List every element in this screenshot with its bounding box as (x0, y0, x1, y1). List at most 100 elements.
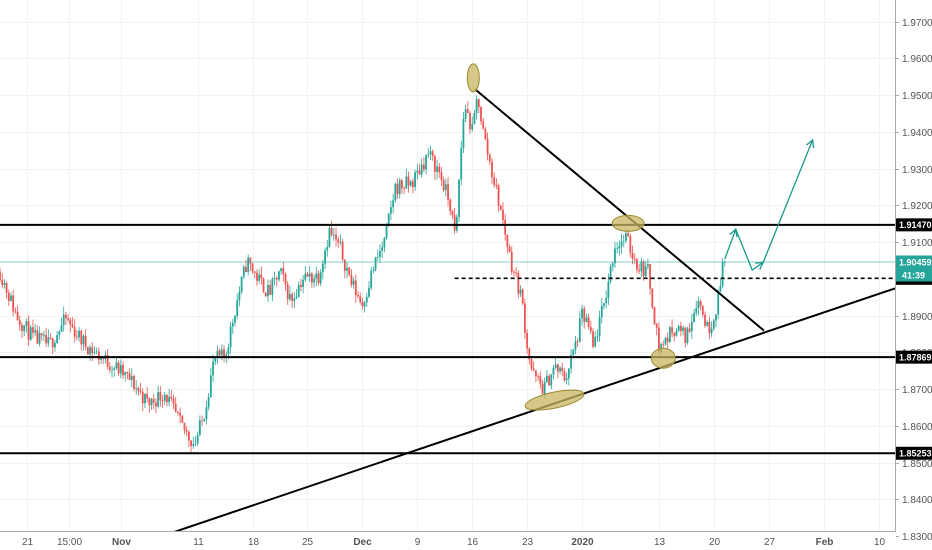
candle-body (73, 326, 76, 337)
candle-body (616, 248, 619, 250)
candle-body (282, 268, 285, 275)
candle-body (170, 396, 173, 399)
trendline[interactable] (474, 88, 765, 331)
candle-body (297, 284, 300, 297)
candle-body (651, 288, 654, 308)
candle-body (684, 327, 687, 343)
candle-body (359, 296, 362, 302)
candle-body (398, 180, 401, 194)
candle-body (466, 109, 469, 113)
candle-body (47, 337, 50, 344)
candle-body (412, 181, 414, 188)
time-tick-label: 18 (248, 537, 260, 548)
candle-body (179, 413, 181, 416)
candle-body (396, 183, 399, 194)
candle-body (372, 269, 375, 271)
candle-body (346, 267, 348, 271)
candle-body (91, 347, 94, 354)
candle-body (135, 388, 138, 389)
highlight-ellipse[interactable] (524, 386, 586, 414)
candle-body (34, 330, 37, 333)
level-price-tag-label: 1.87869 (899, 352, 932, 362)
candle-body (192, 444, 195, 446)
candle-body (220, 349, 223, 356)
candle-body (157, 392, 160, 407)
candle-body (721, 261, 724, 286)
candle-body (622, 240, 625, 242)
candle-body (425, 154, 427, 170)
candle-body (559, 367, 561, 372)
candle-body (429, 151, 432, 155)
candle-body (64, 314, 67, 319)
candle-body (719, 285, 722, 292)
candle-body (550, 374, 553, 386)
candle-body (543, 381, 546, 394)
candle-body (273, 277, 276, 279)
candle-body (708, 321, 711, 334)
candle-body (565, 378, 568, 381)
candle-body (581, 308, 583, 319)
candle-body (23, 325, 26, 331)
candle-body (524, 303, 526, 333)
candle-body (12, 295, 15, 312)
candle-body (267, 284, 269, 297)
time-tick-label: 27 (764, 537, 776, 548)
candle-body (14, 311, 17, 313)
time-tick-label: 11 (193, 537, 204, 548)
candle-body (146, 393, 149, 399)
candle-body (36, 330, 39, 344)
price-tick-label: 1.97000 (902, 18, 932, 29)
candle-body (69, 319, 72, 325)
candle-body (84, 336, 87, 347)
candle-body (80, 330, 83, 345)
candle-body (387, 213, 390, 225)
candle-body (269, 284, 272, 295)
candle-body (304, 273, 307, 280)
candle-body (82, 336, 85, 345)
highlight-ellipse[interactable] (650, 347, 676, 369)
candle-body (78, 330, 80, 338)
candle-body (365, 296, 368, 303)
projection-path[interactable] (724, 139, 814, 272)
candle-body (236, 300, 239, 316)
candle-body (43, 335, 45, 336)
candle-body (682, 327, 684, 331)
candle-body (227, 347, 230, 355)
candle-body (295, 296, 298, 299)
candle-body (567, 368, 570, 379)
time-tick-label: 25 (302, 537, 314, 548)
candle-body (313, 278, 315, 283)
time-axis[interactable]: 21 15:00 Nov 11 18 25 Dec 9 16 23 2020 13 20 27 Feb 10 (0, 531, 896, 550)
candle-body (675, 330, 678, 336)
candle-body (264, 292, 267, 297)
trendline[interactable] (119, 287, 896, 550)
time-tick-label: 15:00 (57, 537, 82, 548)
candle-body (723, 261, 726, 263)
candle-body (198, 420, 201, 435)
candle-body (139, 391, 142, 392)
highlight-ellipse[interactable] (466, 63, 480, 93)
candle-body (625, 233, 627, 241)
candle-body (561, 367, 564, 372)
candle-body (126, 371, 129, 374)
candle-body (379, 250, 381, 258)
candle-body (493, 177, 496, 185)
candle-body (122, 365, 124, 376)
candle-body (695, 307, 698, 314)
candle-body (526, 332, 529, 349)
projection-arrowhead (729, 227, 738, 238)
candle-body (1, 279, 4, 285)
candle-body (475, 99, 478, 114)
candle-body (137, 388, 140, 392)
time-tick-label: Nov (112, 537, 131, 548)
candle-body (440, 172, 443, 180)
candle-body (552, 367, 555, 375)
candle-body (600, 305, 603, 318)
candle-body (321, 263, 324, 273)
candle-body (418, 170, 421, 175)
highlight-ellipse[interactable] (611, 214, 645, 232)
candle-body (574, 341, 577, 350)
